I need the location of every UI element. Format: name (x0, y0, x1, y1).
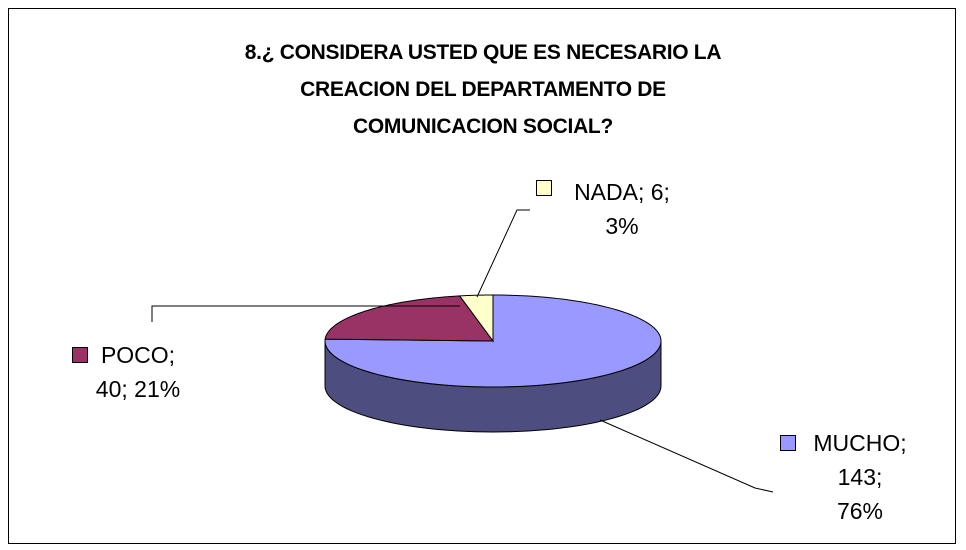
legend-key (536, 180, 552, 196)
pie-slice (324, 295, 494, 342)
legend-key (72, 347, 88, 363)
pie-slice (324, 294, 662, 388)
data-label: NADA; 6; 3% (574, 179, 670, 239)
chart-frame (8, 8, 956, 544)
pie-slice (458, 294, 494, 343)
data-label: MUCHO; 143; 76% (813, 430, 907, 524)
leader-line (599, 419, 774, 493)
data-label: POCO; 40; 21% (95, 342, 181, 402)
leader-line (151, 305, 460, 322)
leader-line (476, 209, 530, 298)
legend-key (780, 435, 796, 451)
chart-title: 8.¿ CONSIDERA USTED QUE ES NECESARIO LA … (244, 41, 722, 138)
